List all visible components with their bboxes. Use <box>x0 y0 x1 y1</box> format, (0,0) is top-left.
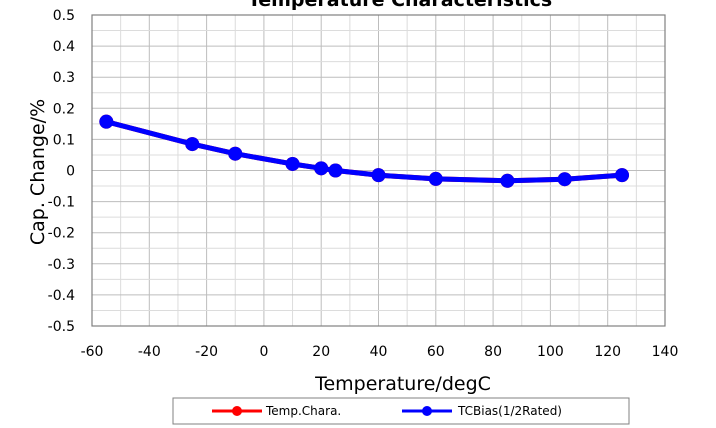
y-tick-label: -0.4 <box>48 288 75 304</box>
y-tick-label: -0.3 <box>48 257 75 273</box>
data-point-tcbias <box>615 168 630 183</box>
data-point-tcbias <box>328 163 343 178</box>
x-tick-label: 80 <box>484 344 502 360</box>
y-tick-label: 0.1 <box>53 132 75 148</box>
x-tick-label: 140 <box>652 344 679 360</box>
legend-swatch-marker-tcbias <box>422 406 432 416</box>
data-point-tcbias <box>557 172 572 187</box>
y-tick-label: -0.5 <box>48 319 75 335</box>
y-tick-label: 0.4 <box>53 39 75 55</box>
y-tick-label: 0.5 <box>53 8 75 24</box>
y-tick-label: 0.2 <box>53 101 75 117</box>
data-point-tcbias <box>228 146 243 161</box>
data-point-tcbias <box>314 161 329 176</box>
x-tick-label: 120 <box>594 344 621 360</box>
x-tick-label: 60 <box>427 344 445 360</box>
x-tick-labels: -60 -40 -20 0 20 40 60 80 100 120 140 <box>81 344 679 360</box>
x-axis-title: Temperature/degC <box>314 373 491 395</box>
x-tick-label: 100 <box>537 344 564 360</box>
y-tick-label: -0.1 <box>48 195 75 211</box>
data-point-tcbias <box>99 114 114 129</box>
y-tick-label: -0.2 <box>48 226 75 242</box>
x-tick-label: -40 <box>138 344 161 360</box>
y-tick-label: 0.3 <box>53 70 75 86</box>
y-tick-label: 0 <box>66 164 75 180</box>
legend-label-temp-chara: Temp.Chara. <box>265 404 341 418</box>
x-tick-label: 20 <box>312 344 330 360</box>
legend-swatch-marker-temp-chara <box>232 406 242 416</box>
legend-label-tcbias: TCBias(1/2Rated) <box>457 404 562 418</box>
data-point-tcbias <box>185 137 200 152</box>
x-tick-label: 0 <box>259 344 268 360</box>
data-point-tcbias <box>428 171 443 186</box>
legend: Temp.Chara. TCBias(1/2Rated) <box>172 397 630 425</box>
series-layer <box>99 114 630 188</box>
y-axis-title: Cap. Change/% <box>27 99 49 245</box>
x-tick-label: -20 <box>195 344 218 360</box>
x-tick-label: -60 <box>81 344 104 360</box>
x-tick-label: 40 <box>370 344 388 360</box>
legend-box <box>172 397 630 425</box>
y-tick-labels: 0.5 0.4 0.3 0.2 0.1 0 -0.1 -0.2 -0.3 -0.4 -0.5 <box>48 8 75 335</box>
plot-area-frame <box>91 14 666 327</box>
data-point-tcbias <box>371 168 386 183</box>
data-point-tcbias <box>285 156 300 171</box>
grid-layer <box>91 14 666 327</box>
data-point-tcbias <box>500 173 515 188</box>
chart-title: Temperature Characteristics <box>248 0 552 11</box>
